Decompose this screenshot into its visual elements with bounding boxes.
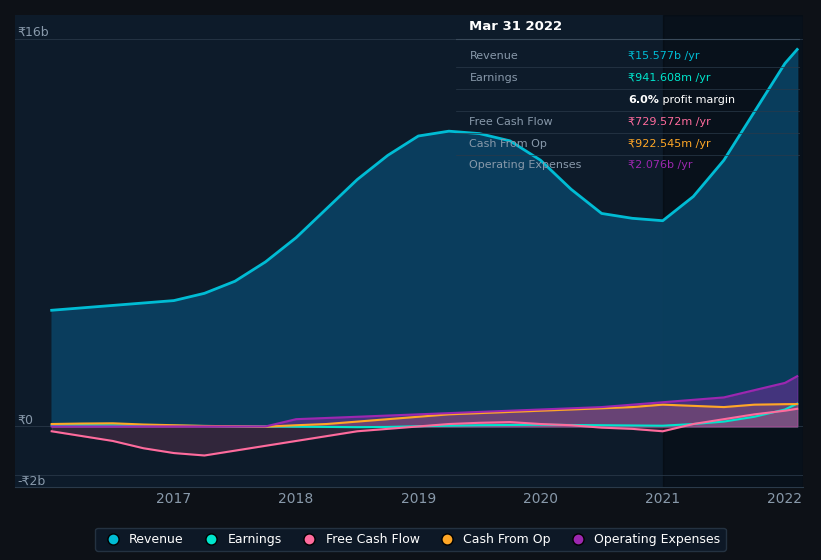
Text: Mar 31 2022: Mar 31 2022 [470,20,562,33]
Text: Free Cash Flow: Free Cash Flow [470,117,553,127]
Text: ₹0: ₹0 [17,413,34,426]
Text: Operating Expenses: Operating Expenses [470,161,582,170]
Text: -₹2b: -₹2b [17,475,46,488]
Text: ₹729.572m /yr: ₹729.572m /yr [628,117,711,127]
Text: Earnings: Earnings [470,73,518,83]
Text: ₹2.076b /yr: ₹2.076b /yr [628,161,693,170]
Text: ₹15.577b /yr: ₹15.577b /yr [628,52,699,61]
Legend: Revenue, Earnings, Free Cash Flow, Cash From Op, Operating Expenses: Revenue, Earnings, Free Cash Flow, Cash … [95,528,726,551]
Text: ₹941.608m /yr: ₹941.608m /yr [628,73,710,83]
Text: Revenue: Revenue [470,52,518,61]
Text: 6.0%: 6.0% [628,95,659,105]
Text: profit margin: profit margin [659,95,736,105]
Text: ₹922.545m /yr: ₹922.545m /yr [628,139,711,148]
Text: ₹16b: ₹16b [17,26,49,39]
Text: Cash From Op: Cash From Op [470,139,548,148]
Bar [663,15,803,487]
